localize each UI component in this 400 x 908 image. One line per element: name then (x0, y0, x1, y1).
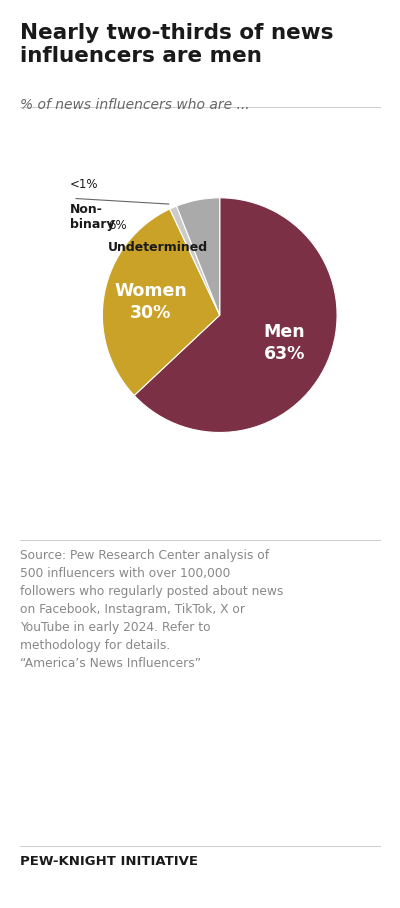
Text: Non-
binary: Non- binary (70, 203, 114, 231)
Text: Undetermined: Undetermined (108, 241, 208, 254)
Text: % of news influencers who are ...: % of news influencers who are ... (20, 98, 250, 112)
Text: Men
63%: Men 63% (264, 323, 305, 363)
Text: PEW-KNIGHT INITIATIVE: PEW-KNIGHT INITIATIVE (20, 855, 198, 868)
Wedge shape (176, 198, 220, 315)
Wedge shape (134, 198, 337, 432)
Text: Women
30%: Women 30% (114, 281, 187, 322)
Text: Nearly two-thirds of news
influencers are men: Nearly two-thirds of news influencers ar… (20, 23, 334, 66)
Text: Source: Pew Research Center analysis of
500 influencers with over 100,000
follow: Source: Pew Research Center analysis of … (20, 549, 283, 670)
Wedge shape (102, 209, 220, 396)
Wedge shape (170, 206, 220, 315)
Text: <1%: <1% (70, 178, 98, 191)
Text: 6%: 6% (108, 219, 127, 232)
